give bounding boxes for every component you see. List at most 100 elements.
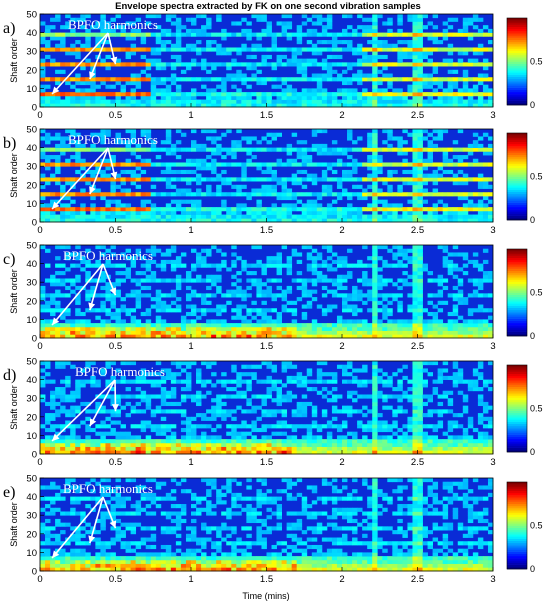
heatmap-cell (306, 289, 313, 294)
heatmap-cell (241, 103, 247, 108)
heatmap-cell (150, 274, 157, 279)
heatmap-cell (387, 47, 393, 52)
heatmap-cell (432, 66, 439, 71)
heatmap-cell (447, 259, 454, 264)
heatmap-cell (40, 136, 46, 141)
heatmap-cell (231, 315, 237, 320)
heatmap-cell (301, 151, 308, 156)
heatmap-cell (80, 62, 86, 67)
heatmap-cell (377, 390, 383, 395)
heatmap-cell (65, 62, 71, 67)
heatmap-cell (326, 103, 333, 108)
heatmap-cell (271, 334, 277, 339)
heatmap-cell (301, 439, 308, 444)
heatmap-cell (185, 424, 192, 429)
heatmap-cell (251, 364, 257, 369)
heatmap-cell (372, 25, 378, 30)
heatmap-cell (55, 271, 61, 276)
heatmap-cell (427, 192, 433, 197)
heatmap-cell (231, 293, 237, 298)
heatmap-cell (256, 311, 262, 317)
heatmap-cell (382, 379, 388, 384)
heatmap-cell (316, 51, 323, 56)
heatmap-cell (150, 323, 157, 328)
heatmap-cell (125, 401, 131, 407)
heatmap-cell (211, 413, 217, 418)
heatmap-cell (211, 245, 217, 250)
heatmap-cell (100, 173, 106, 178)
heatmap-cell (125, 36, 131, 41)
heatmap-cell (462, 256, 469, 261)
heatmap-cell (281, 326, 288, 331)
heatmap-cell (115, 80, 121, 86)
heatmap-cell (65, 181, 71, 186)
y-tick-label: 40 (26, 28, 37, 39)
heatmap-cell (281, 323, 288, 328)
heatmap-cell (196, 446, 202, 451)
heatmap-cell (266, 375, 272, 380)
heatmap-cell (301, 282, 308, 287)
heatmap-cell (417, 282, 423, 287)
heatmap-cell (115, 431, 121, 436)
heatmap-cell (417, 420, 423, 425)
heatmap-cell (185, 379, 192, 384)
colorbar-segment (507, 193, 527, 197)
heatmap-cell (85, 319, 91, 324)
heatmap-cell (251, 147, 257, 152)
heatmap-cell (45, 28, 51, 33)
heatmap-cell (221, 416, 227, 421)
heatmap-cell (281, 80, 288, 86)
heatmap-cell (331, 446, 338, 451)
heatmap-cell (357, 195, 363, 201)
heatmap-cell (110, 210, 116, 215)
heatmap-cell (120, 424, 126, 429)
heatmap-cell (130, 409, 137, 414)
heatmap-cell (110, 311, 116, 317)
heatmap-cell (367, 409, 373, 414)
heatmap-cell (316, 151, 323, 156)
heatmap-cell (226, 446, 232, 451)
heatmap-cell (65, 330, 71, 335)
heatmap-cell (462, 181, 469, 186)
heatmap-cell (226, 334, 232, 339)
heatmap-cell (326, 21, 333, 26)
heatmap-cell (336, 364, 343, 369)
heatmap-cell (75, 300, 81, 305)
heatmap-cell (60, 315, 66, 320)
heatmap-cell (306, 192, 313, 197)
colorbar-segment (507, 202, 527, 206)
heatmap-cell (150, 278, 157, 283)
heatmap-cell (140, 263, 147, 268)
heatmap-cell (130, 88, 137, 93)
heatmap-cell (477, 330, 484, 335)
heatmap-cell (367, 424, 373, 429)
heatmap-cell (316, 323, 323, 328)
heatmap-cell (407, 162, 413, 167)
heatmap-cell (362, 446, 368, 451)
heatmap-cell (50, 446, 56, 451)
heatmap-cell (221, 51, 227, 56)
heatmap-cell (377, 379, 383, 384)
heatmap-cell (170, 394, 177, 399)
heatmap-cell (170, 214, 177, 219)
heatmap-cell (140, 293, 147, 298)
heatmap-cell (95, 92, 101, 97)
heatmap-cell (352, 319, 358, 324)
heatmap-cell (457, 129, 464, 134)
heatmap-cell (40, 195, 46, 201)
heatmap-cell (110, 188, 116, 193)
heatmap-cell (412, 173, 418, 178)
heatmap-cell (397, 319, 403, 324)
heatmap-cell (377, 88, 383, 93)
heatmap-cell (130, 77, 137, 82)
heatmap-cell (437, 47, 444, 52)
heatmap-cell (206, 409, 212, 414)
heatmap-cell (95, 99, 101, 104)
colorbar-segment (507, 94, 527, 97)
heatmap-cell (336, 394, 343, 399)
heatmap-cell (397, 77, 403, 82)
heatmap-cell (397, 21, 403, 26)
heatmap-cell (130, 32, 137, 37)
heatmap-cell (95, 315, 101, 320)
heatmap-cell (185, 274, 192, 279)
